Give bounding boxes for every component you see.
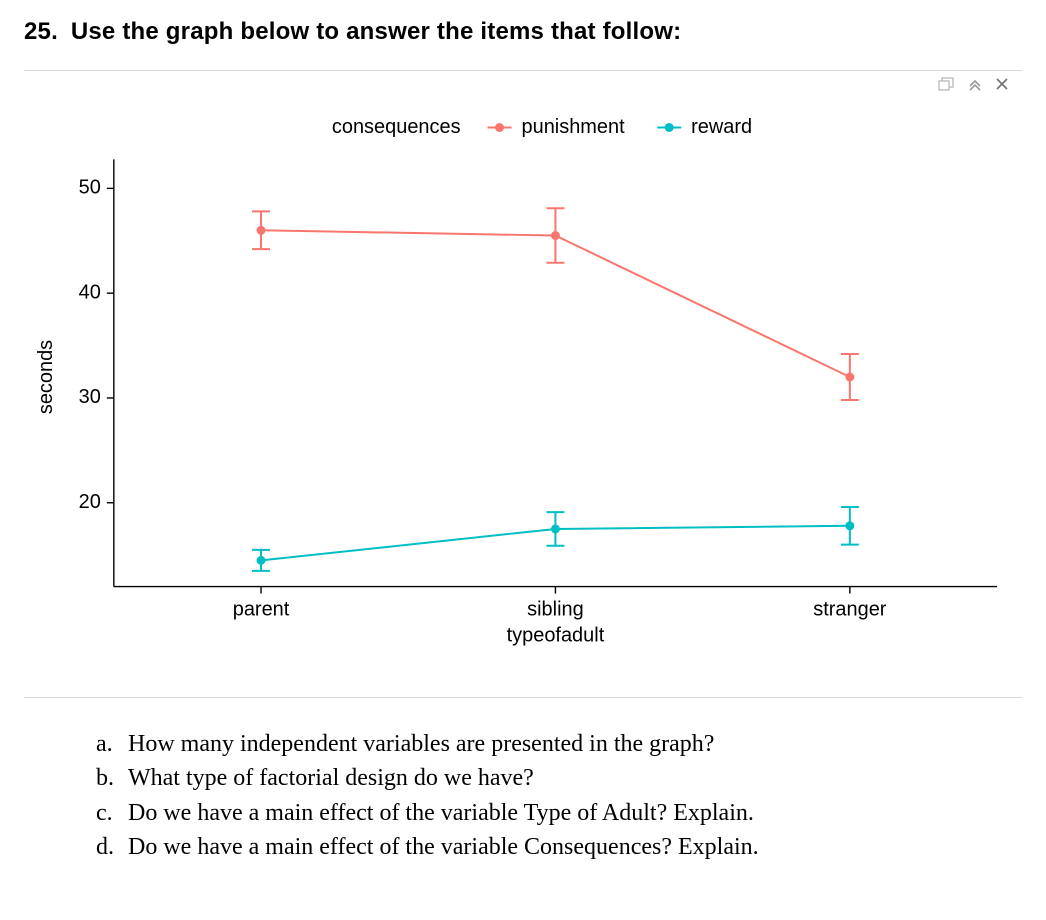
- x-tick-label: stranger: [813, 599, 887, 621]
- data-point: [257, 556, 266, 565]
- restore-icon[interactable]: [938, 77, 954, 91]
- x-tick-label: sibling: [527, 599, 584, 621]
- divider-bottom: [24, 697, 1022, 698]
- sub-question-d: d. Do we have a main effect of the varia…: [96, 831, 1022, 863]
- chart-card: 20 30 40 50 parent sibling stranger typeofadult…: [24, 71, 1022, 697]
- question-prompt: Use the graph below to answer the items …: [71, 18, 681, 45]
- y-tick-label: 30: [79, 386, 101, 408]
- y-tick-label: 50: [79, 177, 101, 199]
- sub-question-text: What type of factorial design do we have…: [128, 762, 534, 794]
- close-icon[interactable]: [996, 78, 1008, 90]
- question-number: 25.: [24, 18, 58, 46]
- data-point: [257, 226, 266, 235]
- data-point: [551, 524, 560, 533]
- x-axis-label: typeofadult: [507, 624, 605, 646]
- sub-question-c: c. Do we have a main effect of the varia…: [96, 797, 1022, 829]
- legend-marker-icon: [665, 123, 674, 132]
- x-tick-label: parent: [233, 599, 290, 621]
- window-controls: [938, 77, 1008, 91]
- sub-question-a: a. How many independent variables are pr…: [96, 728, 1022, 760]
- data-point: [845, 373, 854, 382]
- sub-questions: a. How many independent variables are pr…: [96, 728, 1022, 864]
- page: 25. Use the graph below to answer the it…: [0, 0, 1046, 920]
- data-point: [551, 231, 560, 240]
- sub-question-text: Do we have a main effect of the variable…: [128, 831, 759, 863]
- chart: 20 30 40 50 parent sibling stranger typeofadult…: [24, 77, 1022, 677]
- y-axis-label: seconds: [35, 340, 57, 414]
- sub-question-letter: b.: [96, 762, 128, 794]
- y-tick-label: 40: [79, 281, 101, 303]
- question-header: 25. Use the graph below to answer the it…: [24, 18, 1022, 46]
- sub-question-b: b. What type of factorial design do we h…: [96, 762, 1022, 794]
- data-point: [845, 521, 854, 530]
- sub-question-letter: d.: [96, 831, 128, 863]
- legend-marker-icon: [495, 123, 504, 132]
- y-tick-label: 20: [79, 491, 101, 513]
- chart-svg: 20 30 40 50 parent sibling stranger typeofadult…: [24, 77, 1022, 677]
- sub-question-text: How many independent variables are prese…: [128, 728, 714, 760]
- legend-label: reward: [691, 116, 752, 138]
- chevron-up-icon[interactable]: [968, 77, 982, 91]
- legend-title: consequences: [332, 116, 461, 138]
- sub-question-text: Do we have a main effect of the variable…: [128, 797, 754, 829]
- legend-label: punishment: [522, 116, 626, 138]
- sub-question-letter: c.: [96, 797, 128, 829]
- sub-question-letter: a.: [96, 728, 128, 760]
